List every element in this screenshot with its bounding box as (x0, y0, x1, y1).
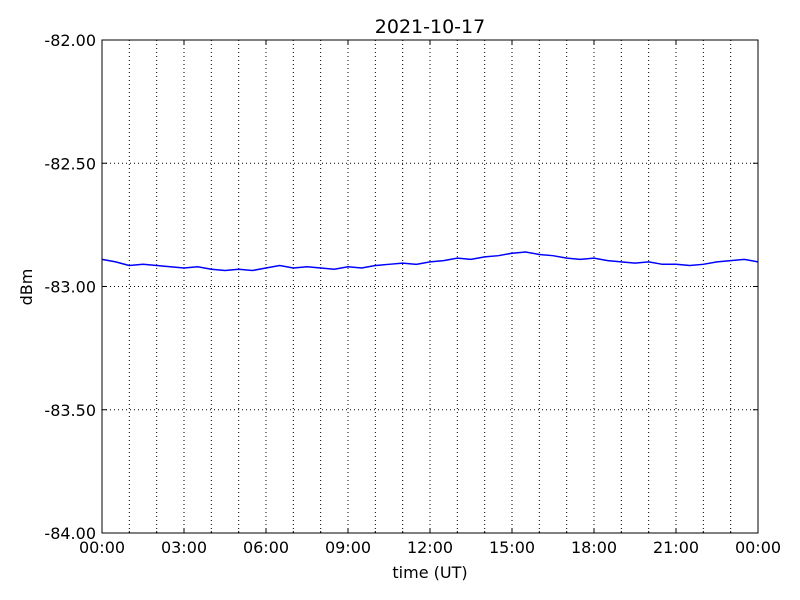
x-tick-label: 00:00 (735, 538, 781, 557)
x-tick-label: 21:00 (653, 538, 699, 557)
x-tick-label: 15:00 (489, 538, 535, 557)
y-tick-label: -84.00 (44, 524, 96, 543)
x-tick-label: 18:00 (571, 538, 617, 557)
x-axis-label: time (UT) (392, 563, 467, 582)
chart-title: 2021-10-17 (375, 16, 485, 38)
x-tick-label: 12:00 (407, 538, 453, 557)
y-tick-label: -83.50 (44, 401, 96, 420)
x-tick-label: 09:00 (325, 538, 371, 557)
data-line (101, 251, 759, 272)
plot-frame (101, 39, 759, 534)
y-tick-label: -82.00 (44, 31, 96, 50)
x-tick-label: 03:00 (161, 538, 207, 557)
y-tick-label: -83.00 (44, 278, 96, 297)
x-tick-label: 06:00 (243, 538, 289, 557)
y-axis-label: dBm (17, 269, 36, 306)
x-tick-label: 00:00 (79, 538, 125, 557)
y-tick-label: -82.50 (44, 154, 96, 173)
